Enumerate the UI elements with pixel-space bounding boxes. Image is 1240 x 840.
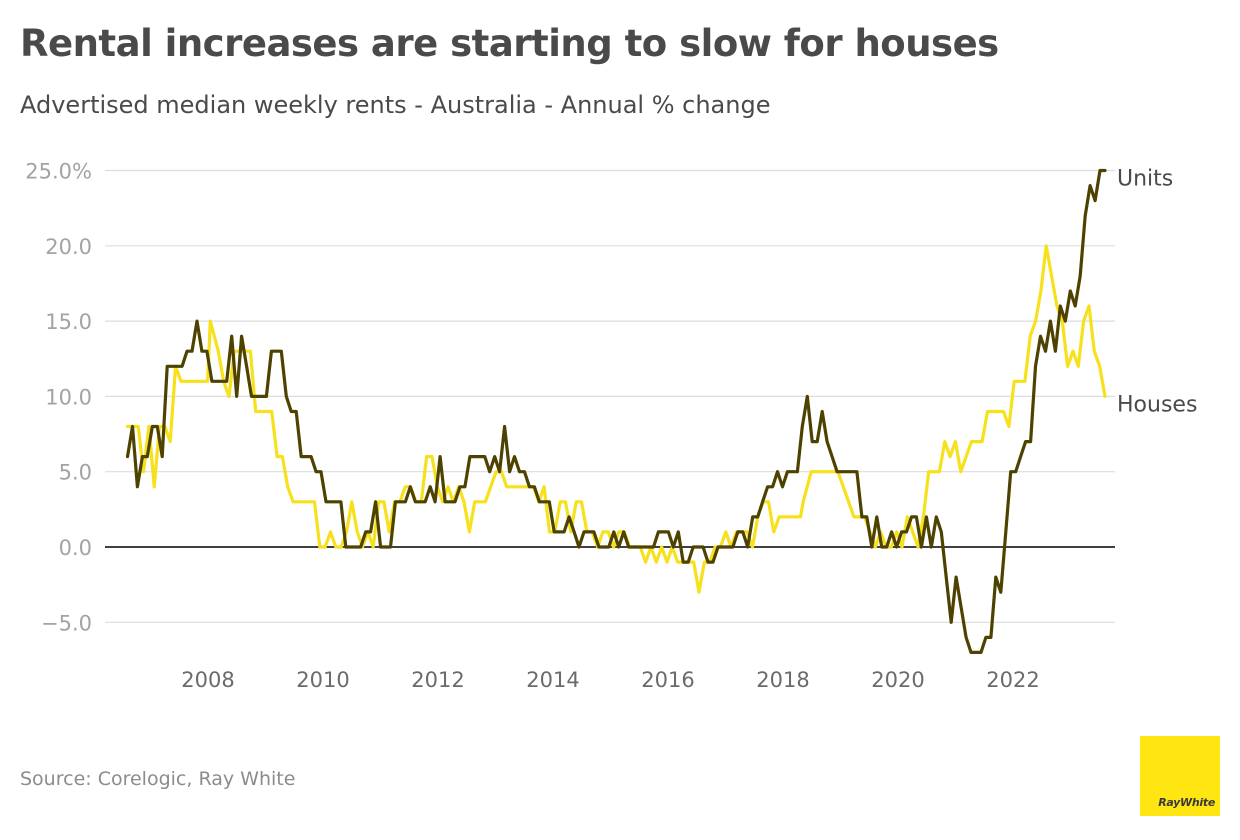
x-tick-label: 2008 [181, 668, 234, 692]
series-lines [125, 168, 1107, 654]
chart-subtitle: Advertised median weekly rents - Austral… [20, 91, 771, 119]
source-note: Source: Corelogic, Ray White [20, 768, 296, 790]
y-axis-ticks: −5.0 0.0 5.0 10.0 15.0 20.0 25.0% [25, 160, 92, 636]
y-tick-label: 25.0% [25, 160, 92, 184]
line-chart: −5.0 0.0 5.0 10.0 15.0 20.0 25.0% 2008 2010 2012… [25, 160, 1197, 693]
logo-text: RayWhite [1158, 796, 1215, 809]
y-tick-label: 15.0 [45, 310, 92, 334]
x-tick-label: 2012 [411, 668, 464, 692]
x-tick-label: 2020 [871, 668, 924, 692]
series-label-houses: Houses [1117, 392, 1197, 417]
gridlines [105, 169, 1115, 623]
y-tick-label: 5.0 [59, 461, 92, 485]
x-tick-label: 2014 [526, 668, 579, 692]
y-tick-label: 10.0 [45, 385, 92, 409]
series-line-units [125, 168, 1107, 654]
y-tick-label: 0.0 [59, 536, 92, 560]
x-tick-label: 2016 [641, 668, 694, 692]
x-tick-label: 2022 [986, 668, 1039, 692]
series-label-units: Units [1117, 167, 1173, 192]
x-tick-label: 2018 [756, 668, 809, 692]
y-tick-label: 20.0 [45, 235, 92, 259]
series-labels: Houses Units [1117, 167, 1197, 418]
x-axis-ticks: 2008 2010 2012 2014 2016 2018 2020 2022 [181, 668, 1039, 692]
chart-title: Rental increases are starting to slow fo… [20, 22, 999, 65]
ray-white-logo: RayWhite [1140, 736, 1220, 816]
y-tick-label: −5.0 [41, 611, 92, 635]
x-tick-label: 2010 [296, 668, 349, 692]
